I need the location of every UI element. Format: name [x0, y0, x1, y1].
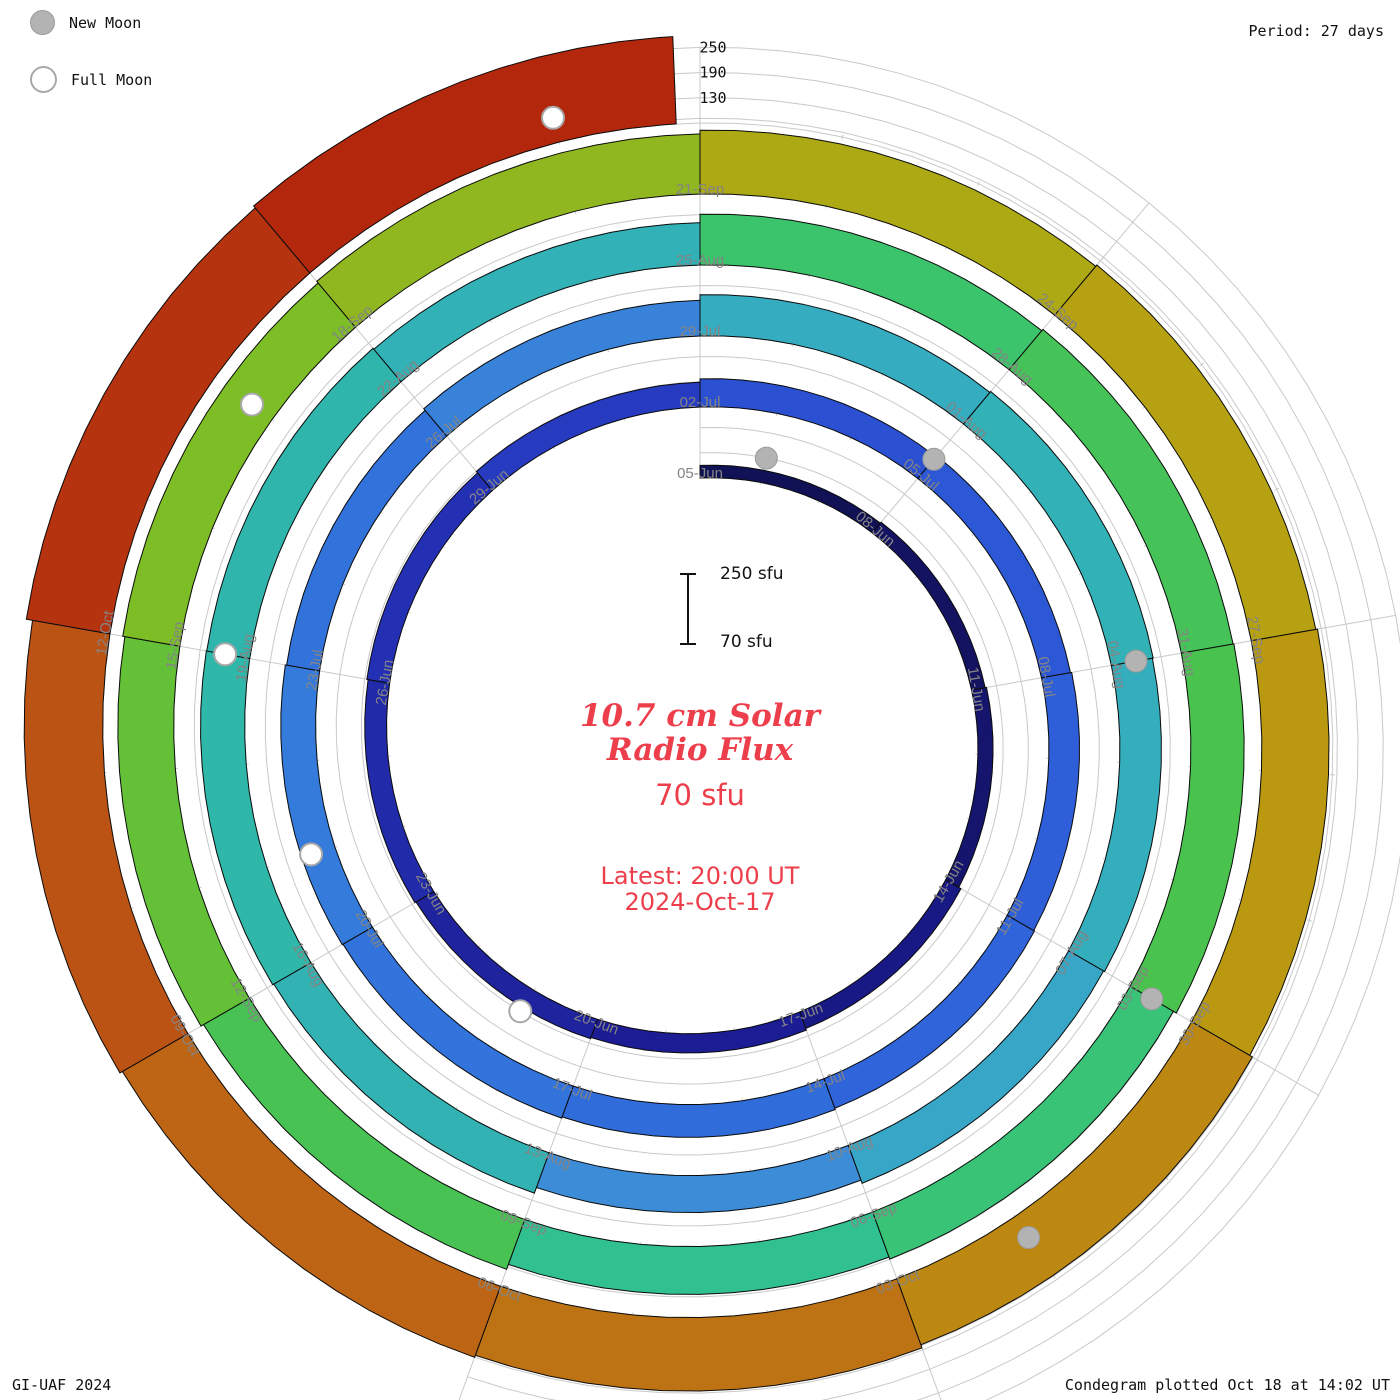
legend-new-moon-label: New Moon	[69, 13, 142, 32]
date-tick-label: 02-Jul	[680, 394, 721, 411]
date-tick-label: 23-Jul	[303, 649, 327, 692]
grid-radial-line	[1100, 202, 1150, 262]
latest-time-label: Latest: 20:00 UT	[600, 862, 800, 890]
grid-day-tick	[1306, 919, 1312, 922]
flux-segment	[699, 464, 882, 534]
scale-bar-bottom-cap	[680, 643, 696, 645]
full-moon-marker	[541, 105, 566, 130]
flux-segment	[535, 1144, 862, 1214]
scale-bottom-label: 70 sfu	[720, 632, 773, 652]
flux-segment	[475, 381, 701, 492]
new-moon-marker	[1017, 1226, 1041, 1250]
grid-radial-line	[458, 1352, 477, 1400]
radial-scale-label: 250	[699, 38, 726, 56]
latest-date-label: 2024-Oct-17	[624, 888, 776, 916]
full-moon-marker	[240, 392, 265, 417]
flux-segment	[590, 1011, 807, 1054]
period-label: Period: 27 days	[1248, 22, 1384, 40]
full-moon-marker	[213, 642, 238, 667]
grid-radial-line	[1252, 1056, 1319, 1096]
radial-scale-labels: 250 190 130	[699, 38, 726, 106]
date-tick-label: 08-Jun	[852, 508, 898, 551]
full-moon-icon	[30, 66, 57, 93]
chart-title-line1: 10.7 cm Solar	[579, 698, 821, 734]
scale-top-label: 250 sfu	[720, 564, 784, 584]
full-moon-marker	[508, 999, 533, 1024]
new-moon-marker	[754, 446, 778, 470]
radial-scale-label: 130	[699, 89, 726, 107]
moon-markers	[213, 105, 1164, 1250]
flux-segments	[23, 36, 1330, 1392]
date-tick-label: 21-Sep	[676, 181, 724, 198]
grid-day-tick	[976, 181, 980, 187]
plotted-timestamp: Condegram plotted Oct 18 at 14:02 UT	[1064, 1376, 1390, 1394]
scale-bar-stem	[687, 573, 689, 645]
flux-segment	[561, 1078, 836, 1138]
legend-full-moon-label: Full Moon	[71, 70, 153, 89]
radial-scale-label: 190	[699, 64, 726, 82]
credit-label: GI-UAF 2024	[12, 1376, 112, 1394]
date-tick-label: 08-Jul	[1034, 655, 1058, 698]
chart-title-line2: Radio Flux	[606, 732, 794, 768]
flux-segment	[474, 1278, 923, 1392]
legend-new-moon: New Moon	[30, 10, 141, 35]
date-tick-label: 29-Jul	[680, 323, 721, 340]
latest-flux-value: 70 sfu	[655, 778, 745, 812]
new-moon-marker	[1140, 987, 1164, 1011]
flux-segment	[252, 36, 677, 274]
flux-scale-bar	[672, 573, 704, 645]
grid-day-tick	[1199, 362, 1205, 367]
date-tick-label: 25-Aug	[676, 252, 724, 269]
new-moon-marker	[922, 447, 946, 471]
date-tick-label: 05-Jun	[677, 465, 723, 482]
grid-radial-line	[920, 1345, 942, 1400]
grid-day-tick	[841, 134, 844, 140]
full-moon-marker	[299, 842, 324, 867]
new-moon-marker	[1124, 649, 1148, 673]
new-moon-icon	[30, 10, 55, 35]
grid-day-tick	[1274, 487, 1280, 491]
legend-full-moon: Full Moon	[30, 66, 152, 93]
flux-segment	[507, 1211, 890, 1295]
grid-radial-line	[1321, 614, 1396, 629]
